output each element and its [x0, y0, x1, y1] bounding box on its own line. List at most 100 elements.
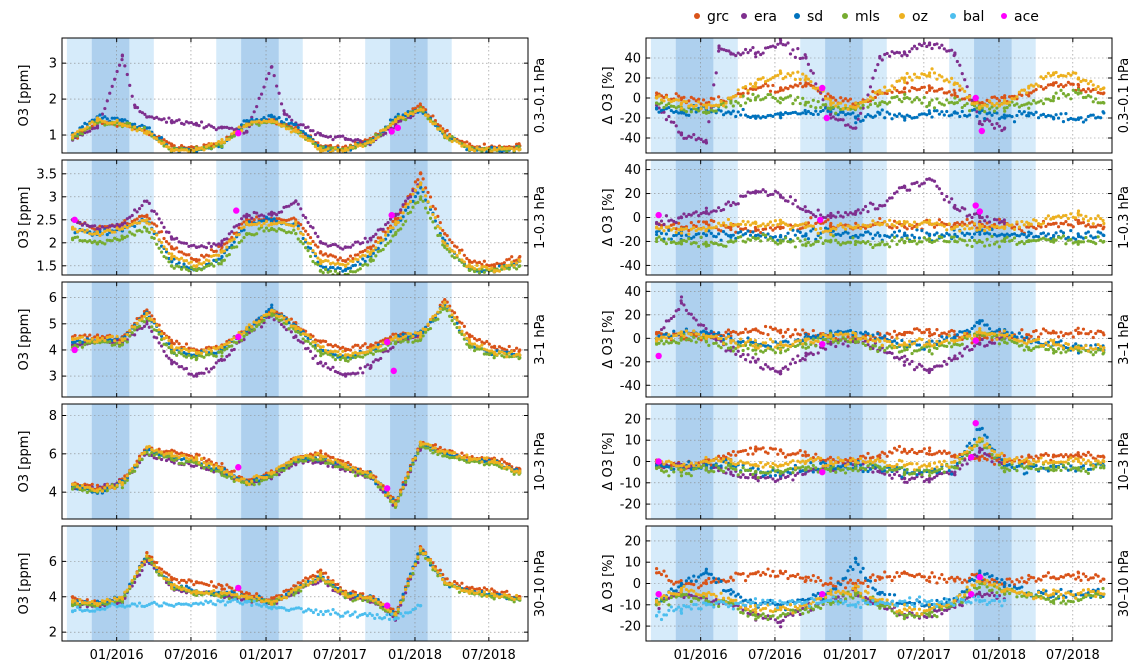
series-ace — [71, 207, 395, 223]
point-era — [155, 115, 159, 119]
point-era — [117, 63, 122, 67]
point-grc — [184, 580, 189, 585]
point-mls — [507, 267, 511, 271]
point-oz — [406, 202, 410, 206]
point-mls — [460, 332, 464, 336]
point-era — [259, 325, 264, 329]
point-mls — [225, 347, 229, 351]
point-oz — [202, 460, 206, 465]
point-grc — [311, 239, 315, 244]
point-sd — [142, 312, 147, 316]
point-mls — [78, 603, 82, 607]
point-mls — [328, 146, 333, 150]
point-oz — [419, 440, 423, 444]
point-oz — [363, 254, 367, 258]
point-sd — [441, 236, 445, 240]
season-band-inner — [241, 282, 279, 397]
point-oz — [294, 129, 298, 134]
point-grc — [237, 475, 241, 479]
point-mls — [351, 470, 355, 474]
point-oz — [361, 144, 365, 148]
point-sd — [316, 143, 320, 148]
point-era — [326, 464, 330, 468]
point-oz — [88, 122, 92, 126]
point-oz — [275, 467, 279, 471]
point-oz — [428, 205, 433, 209]
point-oz — [130, 128, 134, 132]
point-mls — [242, 480, 246, 485]
point-mls — [90, 340, 94, 344]
point-oz — [167, 145, 171, 149]
point-mls — [369, 259, 373, 263]
point-oz — [125, 225, 129, 230]
point-sd — [75, 339, 80, 343]
point-grc — [338, 458, 342, 463]
point-grc — [170, 340, 174, 344]
point-oz — [369, 473, 373, 477]
point-grc — [152, 222, 156, 226]
series-ace — [71, 333, 397, 375]
point-grc — [443, 232, 447, 236]
point-mls — [220, 473, 224, 477]
point-era — [182, 241, 186, 245]
y-tick-label: 2.5 — [36, 213, 57, 228]
point-grc — [137, 214, 142, 219]
point-oz — [257, 319, 261, 324]
point-sd — [404, 208, 408, 212]
point-mls — [272, 228, 276, 232]
point-sd — [267, 217, 271, 221]
point-oz — [204, 462, 209, 467]
point-era — [272, 318, 276, 322]
point-oz — [492, 459, 497, 464]
point-oz — [421, 442, 425, 446]
point-oz — [443, 241, 447, 245]
point-era — [394, 213, 398, 217]
point-grc — [212, 142, 216, 146]
point-oz — [113, 339, 117, 343]
point-era — [287, 466, 291, 470]
point-mls — [326, 461, 330, 465]
point-era — [179, 241, 184, 245]
point-grc — [321, 339, 325, 343]
point-era — [363, 365, 367, 369]
series-oz — [71, 300, 522, 359]
point-ace — [71, 346, 78, 354]
point-era — [301, 123, 305, 127]
point-oz — [492, 147, 497, 152]
point-grc — [371, 594, 375, 599]
point-oz — [195, 457, 199, 462]
point-era — [177, 118, 181, 122]
point-oz — [182, 347, 186, 351]
point-oz — [356, 144, 360, 148]
point-mls — [426, 446, 430, 450]
point-oz — [399, 115, 403, 119]
point-grc — [117, 338, 122, 342]
point-grc — [255, 592, 259, 596]
point-era — [275, 84, 279, 88]
point-oz — [137, 126, 142, 131]
point-sd — [279, 120, 284, 124]
point-sd — [255, 318, 259, 323]
point-grc — [482, 142, 486, 146]
point-era — [396, 119, 400, 124]
point-mls — [462, 458, 466, 462]
point-mls — [187, 459, 191, 464]
point-grc — [431, 114, 435, 118]
point-mls — [130, 470, 134, 474]
point-mls — [90, 240, 94, 245]
point-era — [316, 235, 320, 239]
point-oz — [381, 341, 385, 345]
point-era — [110, 223, 114, 228]
point-mls — [321, 458, 325, 462]
point-oz — [436, 224, 440, 229]
point-mls — [155, 328, 159, 333]
point-mls — [416, 200, 420, 205]
point-era — [142, 199, 147, 203]
point-grc — [457, 320, 462, 324]
point-oz — [374, 345, 378, 349]
point-oz — [416, 108, 420, 113]
point-oz — [500, 350, 504, 354]
point-era — [142, 324, 147, 328]
point-mls — [358, 267, 362, 271]
point-grc — [361, 249, 365, 254]
